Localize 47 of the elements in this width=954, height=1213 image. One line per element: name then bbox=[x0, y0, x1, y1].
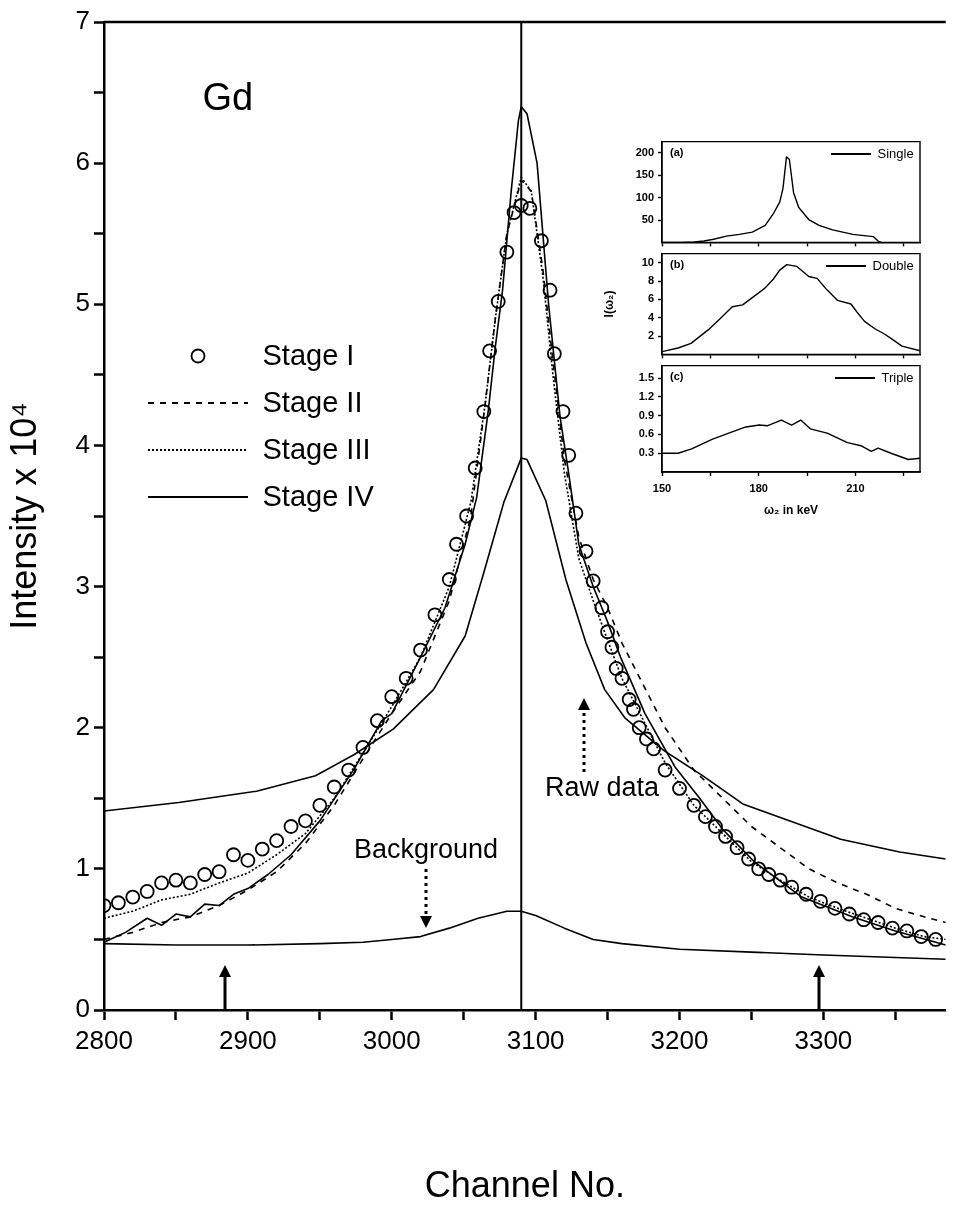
x-tick-label: 2900 bbox=[218, 1024, 277, 1055]
annotation: (b) bbox=[670, 257, 685, 270]
x-tick-label: 180 bbox=[749, 481, 768, 494]
annotation: (a) bbox=[670, 145, 684, 158]
legend-label: Double bbox=[872, 258, 914, 274]
y-tick-label: 6 bbox=[647, 292, 654, 305]
y-tick-label: 2 bbox=[75, 710, 90, 741]
y-tick-label: 150 bbox=[635, 168, 654, 181]
legend-label: Stage II bbox=[262, 386, 363, 419]
y-tick-label: 10 bbox=[641, 255, 654, 268]
y-tick-label: 3 bbox=[75, 569, 90, 600]
x-axis-title: ω₂ in keV bbox=[763, 503, 819, 518]
y-tick-label: 200 bbox=[635, 145, 654, 158]
y-tick-label: 5 bbox=[75, 287, 90, 318]
annotation: Raw data bbox=[545, 771, 660, 802]
y-tick-label: 0.6 bbox=[638, 427, 654, 440]
legend-label: Stage III bbox=[262, 433, 371, 466]
y-tick-label: 0.9 bbox=[638, 408, 654, 421]
annotation: Gd bbox=[202, 76, 254, 118]
y-tick-label: 1.2 bbox=[638, 389, 654, 402]
y-tick-label: 100 bbox=[635, 190, 654, 203]
y-tick-label: 2 bbox=[647, 329, 654, 342]
legend-label: Single bbox=[877, 146, 914, 162]
annotation: Background bbox=[354, 833, 499, 864]
y-tick-label: 8 bbox=[647, 274, 654, 287]
y-tick-label: 4 bbox=[75, 428, 90, 459]
legend-label: Stage IV bbox=[262, 480, 374, 513]
legend-label: Triple bbox=[881, 370, 914, 386]
y-tick-label: 0.3 bbox=[638, 446, 654, 459]
y-tick-label: 50 bbox=[641, 213, 654, 226]
annotation: (c) bbox=[670, 369, 684, 382]
x-tick-label: 3100 bbox=[506, 1024, 565, 1055]
x-tick-label: 3000 bbox=[362, 1024, 421, 1055]
legend-label: Stage I bbox=[262, 339, 355, 372]
y-axis-title: Intensity x 10⁴ bbox=[2, 402, 44, 630]
y-tick-label: 0 bbox=[75, 993, 90, 1024]
y-tick-label: 6 bbox=[75, 146, 90, 177]
y-tick-label: 1 bbox=[75, 852, 90, 883]
y-tick-label: 7 bbox=[75, 5, 90, 36]
x-tick-label: 210 bbox=[846, 481, 865, 494]
y-tick-label: 1.5 bbox=[638, 371, 654, 384]
x-tick-label: 3300 bbox=[794, 1024, 853, 1055]
y-axis-title: I(ω₂) bbox=[601, 290, 616, 318]
y-tick-label: 4 bbox=[647, 310, 655, 323]
x-tick-label: 3200 bbox=[650, 1024, 709, 1055]
x-tick-label: 2800 bbox=[75, 1024, 133, 1055]
x-axis-title: Channel No. bbox=[424, 1164, 625, 1206]
